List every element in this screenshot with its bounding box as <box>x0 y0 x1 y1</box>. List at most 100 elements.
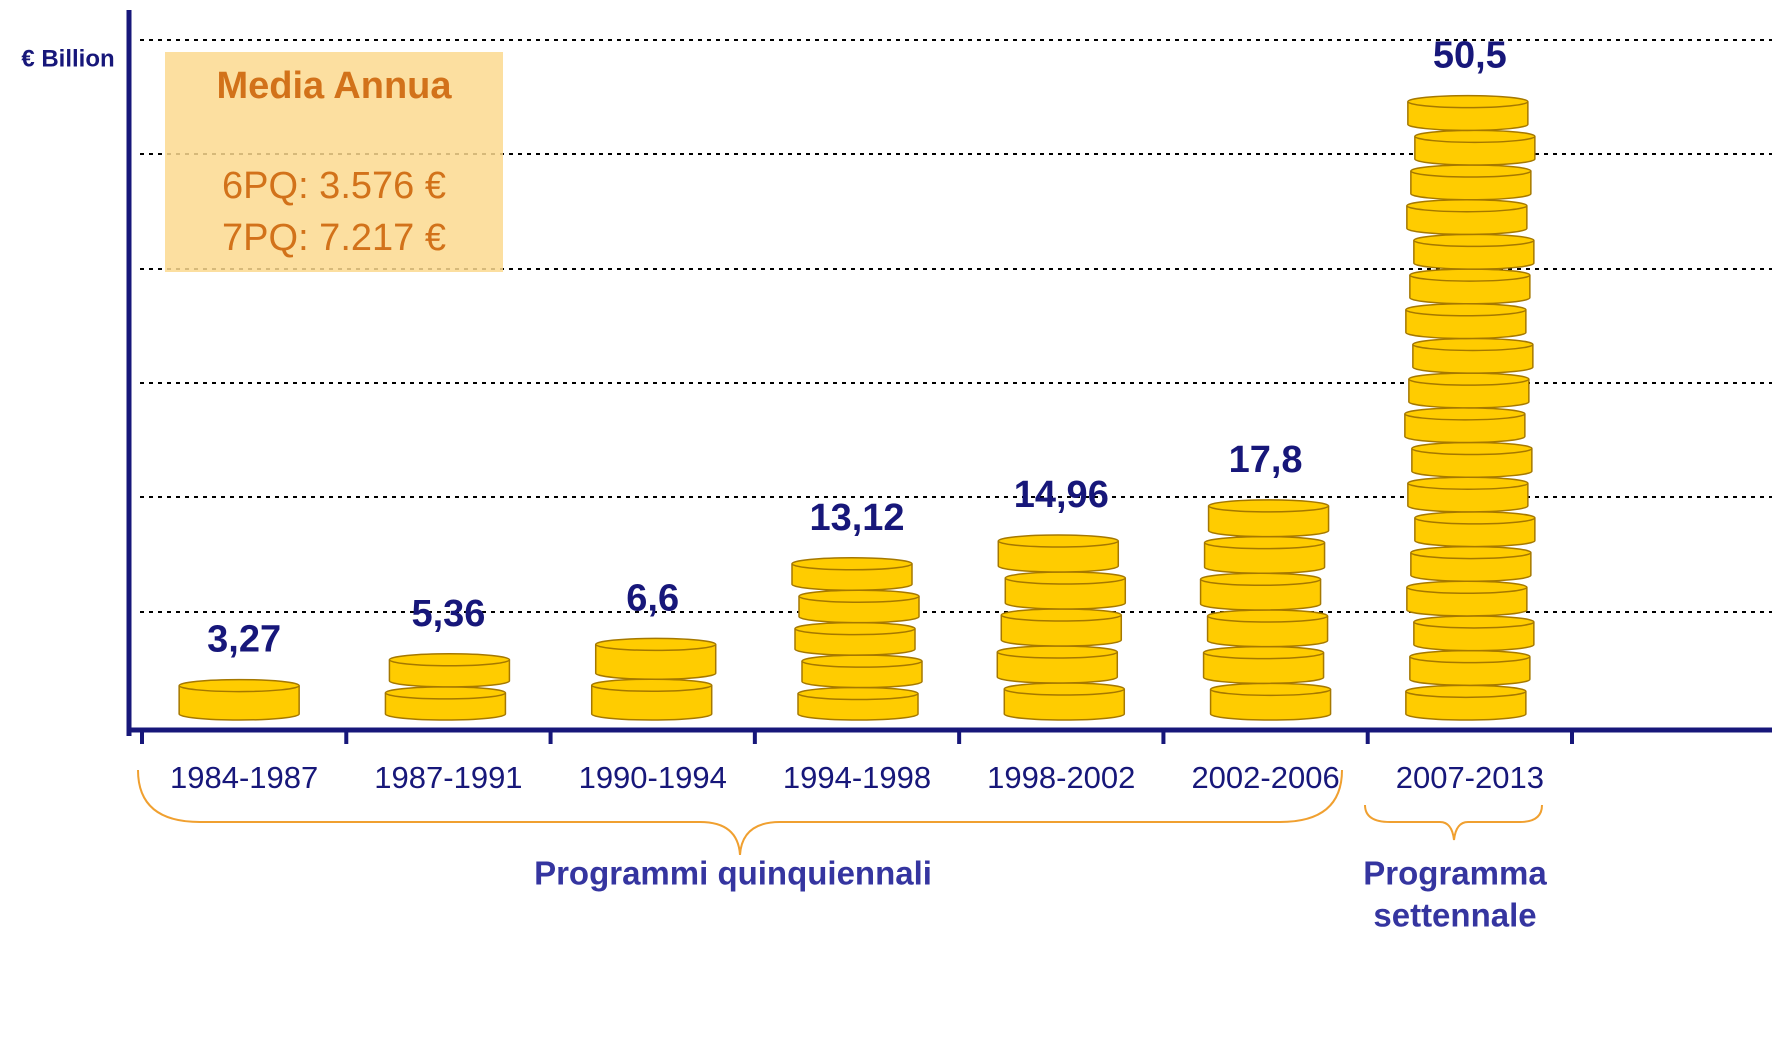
coin-top <box>794 621 916 636</box>
coin-stack <box>590 637 717 721</box>
coin <box>1202 652 1325 685</box>
coin <box>797 693 919 721</box>
y-axis-label: € Billion <box>21 45 114 72</box>
coin-top <box>1413 233 1535 248</box>
coin <box>1413 621 1535 652</box>
coin-top <box>1207 499 1330 513</box>
coin-top <box>1412 337 1534 352</box>
coin-top <box>791 557 913 571</box>
coin <box>1203 542 1326 575</box>
coin-top <box>797 686 919 701</box>
coin <box>1414 517 1536 548</box>
coin-top <box>1404 407 1526 421</box>
value-label: 13,12 <box>809 497 904 539</box>
coin-top <box>1413 615 1535 629</box>
coin <box>1407 101 1529 132</box>
coin-top <box>997 534 1120 548</box>
coin-top <box>1003 682 1126 696</box>
brace <box>137 769 1343 856</box>
box-title: Media Annua <box>216 65 452 107</box>
coin <box>1408 379 1530 409</box>
coin-top <box>1408 372 1530 386</box>
value-label: 5,36 <box>411 593 485 635</box>
coin <box>996 652 1119 684</box>
x-tick-label: 1987-1991 <box>374 760 522 795</box>
group-label: Programma <box>1363 855 1547 892</box>
coin <box>1407 483 1529 513</box>
value-label: 14,96 <box>1014 474 1109 516</box>
coin <box>1207 505 1330 538</box>
coin-top <box>384 686 507 700</box>
coin-top <box>1407 476 1529 490</box>
coin <box>1000 615 1123 647</box>
value-label: 17,8 <box>1229 439 1303 481</box>
coin-top <box>1004 571 1127 585</box>
coin <box>1409 275 1531 305</box>
box-line: 6PQ: 3.576 € <box>222 165 446 207</box>
value-label: 6,6 <box>626 577 679 619</box>
coin-top <box>1203 535 1326 550</box>
coin-top <box>1406 198 1528 213</box>
coin <box>1004 578 1127 610</box>
coin-top <box>1410 545 1532 560</box>
coin-top <box>996 645 1119 659</box>
coin-top <box>1411 441 1533 456</box>
x-tick-label: 1998-2002 <box>987 760 1135 795</box>
coin <box>997 541 1120 573</box>
coin <box>1206 615 1329 648</box>
coin <box>1413 240 1535 270</box>
coin-top <box>178 678 300 693</box>
coin-top <box>1409 649 1531 664</box>
coin <box>384 692 507 721</box>
coin-top <box>594 637 717 652</box>
coin <box>1209 689 1332 721</box>
coin-top <box>1410 164 1532 178</box>
coin <box>1412 344 1534 374</box>
coin <box>1414 136 1536 166</box>
x-tick-label: 1994-1998 <box>783 760 931 795</box>
value-label: 50,5 <box>1433 35 1507 77</box>
coin <box>388 659 511 688</box>
coin <box>791 563 913 591</box>
coin-stack <box>1199 499 1332 721</box>
coin-top <box>1406 580 1528 595</box>
coin-stack <box>996 534 1127 721</box>
coin-top <box>798 589 920 603</box>
info-box <box>165 52 503 272</box>
coin-top <box>1405 684 1527 699</box>
box-line: 7PQ: 7.217 € <box>222 217 446 259</box>
coin-top <box>388 652 511 667</box>
coin-top <box>1414 129 1536 144</box>
coin <box>1411 448 1533 478</box>
coin <box>801 661 923 689</box>
coin-top <box>1407 94 1529 109</box>
coin <box>1003 689 1126 721</box>
coin-stack <box>178 678 300 721</box>
coin-top <box>1000 608 1123 622</box>
x-tick-label: 2002-2006 <box>1191 760 1339 795</box>
x-tick-label: 1990-1994 <box>579 760 727 795</box>
coin <box>594 644 717 680</box>
coin <box>1410 171 1532 201</box>
coin-stack <box>384 652 511 721</box>
coin <box>798 596 920 624</box>
coin-top <box>1206 609 1329 623</box>
coin <box>590 685 713 721</box>
coin-top <box>1202 645 1325 660</box>
coin <box>178 685 300 721</box>
coin-top <box>1209 682 1332 697</box>
coin <box>1410 552 1532 583</box>
x-tick-label: 1984-1987 <box>170 760 318 795</box>
coin <box>1409 656 1531 687</box>
coin <box>794 628 916 656</box>
coin-stack <box>1404 94 1536 721</box>
coin-stack <box>791 557 923 721</box>
coin <box>1405 309 1527 340</box>
x-tick-label: 2007-2013 <box>1396 760 1544 795</box>
coin-top <box>1409 268 1531 282</box>
coin <box>1405 691 1527 721</box>
coin-top <box>1199 572 1322 587</box>
coin <box>1404 413 1526 444</box>
coin <box>1406 205 1528 236</box>
group-label: settennale <box>1373 897 1536 934</box>
